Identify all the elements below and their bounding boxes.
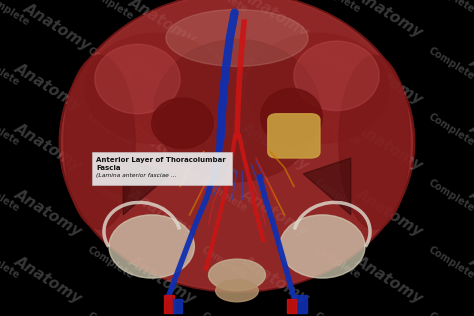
Bar — [296, 295, 307, 313]
Text: Complete: Complete — [0, 0, 31, 27]
Text: Anatomy: Anatomy — [239, 253, 312, 306]
Text: Anatomy: Anatomy — [126, 187, 199, 240]
Text: Complete: Complete — [199, 112, 249, 148]
Ellipse shape — [152, 98, 213, 149]
Ellipse shape — [166, 9, 308, 66]
Text: Anatomy: Anatomy — [467, 54, 474, 107]
Text: Anatomy: Anatomy — [239, 54, 312, 107]
Text: Complete: Complete — [0, 311, 21, 316]
Text: Complete: Complete — [85, 244, 135, 280]
Text: Anatomy: Anatomy — [12, 120, 85, 173]
Text: Complete: Complete — [199, 311, 249, 316]
Text: Complete: Complete — [0, 112, 21, 148]
Text: Complete: Complete — [313, 45, 363, 81]
Ellipse shape — [294, 41, 379, 111]
Bar — [173, 299, 182, 313]
Text: Anatomy: Anatomy — [239, 187, 312, 240]
Text: Anatomy: Anatomy — [353, 253, 426, 306]
Text: Complete: Complete — [427, 178, 474, 214]
Text: Anatomy: Anatomy — [467, 253, 474, 306]
Text: Anatomy: Anatomy — [12, 187, 85, 240]
Ellipse shape — [216, 280, 258, 302]
Text: Complete: Complete — [427, 112, 474, 148]
Text: Complete: Complete — [313, 178, 363, 214]
Text: Complete: Complete — [199, 178, 249, 214]
Text: Anatomy: Anatomy — [353, 54, 426, 107]
Text: Anatomy: Anatomy — [21, 0, 94, 53]
Text: Anatomy: Anatomy — [12, 60, 85, 113]
Text: Complete: Complete — [85, 178, 135, 214]
Text: Complete: Complete — [0, 178, 21, 214]
Ellipse shape — [209, 259, 265, 291]
Text: Anatomy: Anatomy — [126, 54, 199, 107]
Ellipse shape — [280, 215, 365, 278]
Text: (Lamina anterior fasciae ...: (Lamina anterior fasciae ... — [96, 173, 177, 178]
Text: Complete: Complete — [199, 244, 249, 280]
Text: Anatomy: Anatomy — [467, 0, 474, 41]
Text: Complete: Complete — [199, 45, 249, 81]
Text: Complete: Complete — [313, 244, 363, 280]
Bar — [164, 295, 174, 313]
Text: Anatomy: Anatomy — [126, 0, 199, 47]
Text: Complete: Complete — [427, 244, 474, 280]
Text: Anatomy: Anatomy — [239, 0, 312, 41]
Text: Complete: Complete — [85, 0, 135, 21]
Text: Anatomy: Anatomy — [12, 253, 85, 306]
Text: Anatomy: Anatomy — [467, 187, 474, 240]
Text: Complete: Complete — [85, 311, 135, 316]
Text: Anatomy: Anatomy — [353, 120, 426, 173]
Text: Anatomy: Anatomy — [353, 0, 426, 41]
FancyBboxPatch shape — [92, 152, 232, 185]
Text: Complete: Complete — [427, 0, 474, 15]
Ellipse shape — [154, 40, 320, 182]
Text: Anatomy: Anatomy — [126, 120, 199, 173]
Ellipse shape — [339, 55, 410, 229]
Text: Fascia: Fascia — [96, 165, 121, 171]
Text: Anatomy: Anatomy — [126, 253, 199, 306]
Text: Complete: Complete — [313, 112, 363, 148]
Ellipse shape — [64, 55, 135, 229]
Polygon shape — [123, 158, 171, 215]
Text: Complete: Complete — [85, 45, 135, 81]
FancyBboxPatch shape — [268, 114, 320, 158]
Text: Anterior Layer of Thoracolumbar: Anterior Layer of Thoracolumbar — [96, 157, 226, 163]
Ellipse shape — [85, 33, 228, 144]
Polygon shape — [303, 158, 351, 215]
Ellipse shape — [109, 215, 194, 278]
Ellipse shape — [62, 0, 412, 291]
Text: Complete: Complete — [0, 244, 21, 280]
Text: Complete: Complete — [0, 52, 21, 88]
Text: Complete: Complete — [313, 311, 363, 316]
Ellipse shape — [246, 33, 389, 144]
Ellipse shape — [95, 44, 180, 114]
Text: Complete: Complete — [199, 0, 249, 15]
Text: Complete: Complete — [427, 45, 474, 81]
Text: Anatomy: Anatomy — [467, 120, 474, 173]
Ellipse shape — [59, 0, 415, 292]
Text: Anatomy: Anatomy — [353, 187, 426, 240]
Text: Anatomy: Anatomy — [239, 120, 312, 173]
Text: Complete: Complete — [85, 112, 135, 148]
Text: Complete: Complete — [427, 311, 474, 316]
Text: Complete: Complete — [313, 0, 363, 15]
Bar — [287, 299, 296, 313]
Ellipse shape — [261, 88, 322, 145]
